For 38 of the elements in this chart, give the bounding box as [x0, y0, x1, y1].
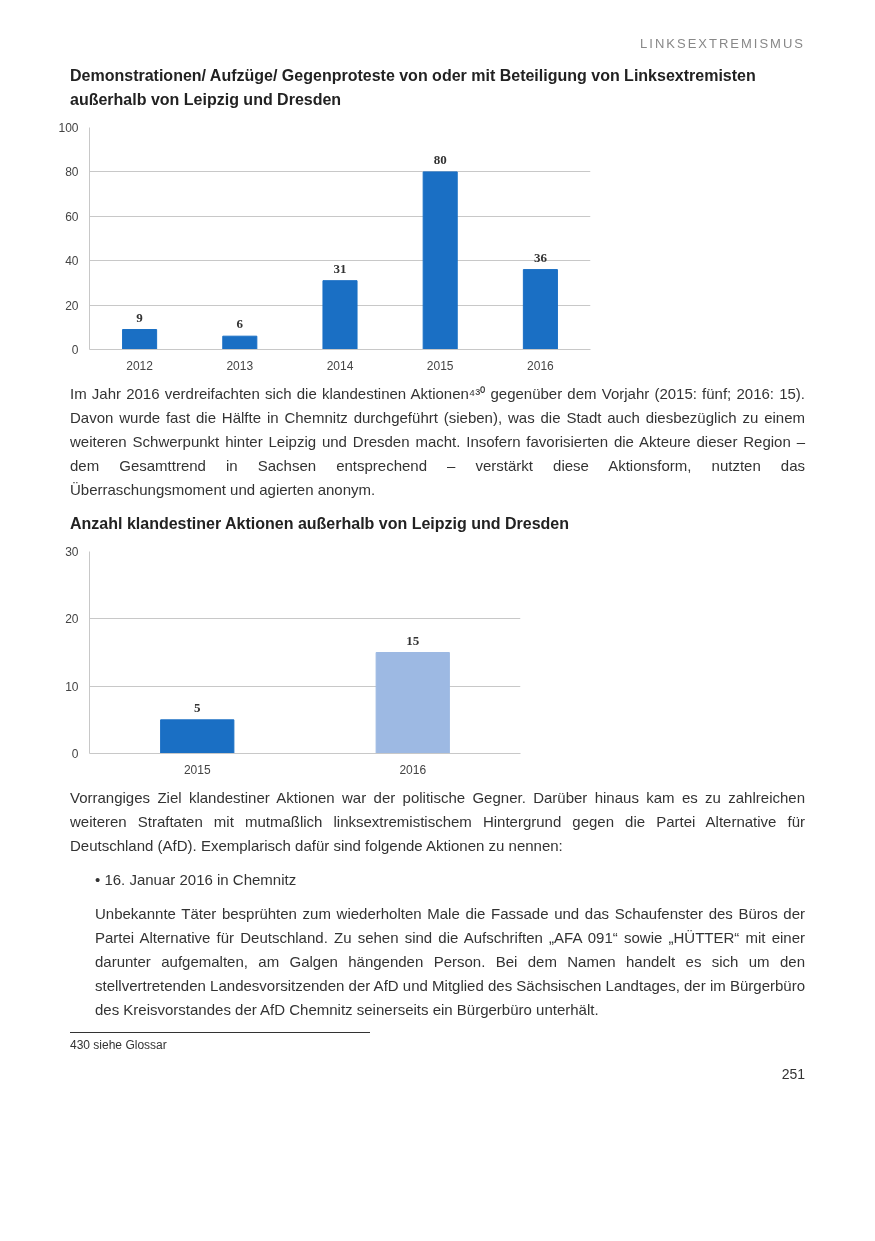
- chart-title: Anzahl klandestiner Aktionen außerhalb von Leipzig und Dresden: [70, 513, 570, 534]
- text: Vorrangiges Ziel klandestiner Aktionen war der politische Gegner. Darüber hinaus kam es zu zahlreichen weiteren Straftaten mit mutmaßlich linksextremistischem Hintergrund gegen die Partei Alternative für Deutschland (AfD). Exemplarisch dafür sind folgende Aktionen zu nennen:: [70, 787, 805, 856]
- chart-title: Demonstrationen/ Aufzüge/ Gegenproteste von oder mit Beteiligung von Linksextremisten außerhalb von Leipzig und Dresden: [70, 65, 757, 110]
- text: LINKSEXTREMISMUS: [640, 35, 805, 53]
- text: Unbekannte Täter besprühten zum wiederholten Male die Fassade und das Schaufenster des Büros der Partei Alternative für Deutschland. Zu sehen sind die Aufschriften „AFA 091“ sowie „HÜTTER“ mit einer darunter aufgemalten, am Galgen hängenden Person. Bei dem Namen handelt es sich um den stellvertretenden Landesvorsitzenden der AfD und Mitglied des Sächsischen Landtages, der im Bürgerbüro des Kreisvorstandes der AfD Chemnitz seinerseits ein Bürgerbüro unterhält.: [95, 903, 805, 1020]
- text: 251: [781, 1064, 805, 1084]
- bar: [322, 279, 358, 350]
- y-tick-label: 60: [65, 209, 79, 224]
- x-tick-label: 2012: [126, 358, 154, 373]
- y-tick-label: 0: [71, 342, 79, 357]
- x-tick-label: 2016: [399, 762, 427, 777]
- x-tick-label: 2014: [326, 358, 354, 373]
- data-label: 31: [333, 260, 347, 276]
- data-label: 80: [433, 151, 447, 167]
- y-tick-label: 20: [65, 298, 79, 313]
- text: Im Jahr 2016 verdreifachten sich die klandestinen Aktionen⁴³⁰ gegenüber dem Vorjahr (2015: fünf; 2016: 15). Davon wurde fast die Hälfte in Chemnitz durchgeführt (sieben), was die Stadt auch diesbezüglich zu einem weiteren Schwerpunkt hinter Leipzig und Dresden macht. Insofern favorisierten die Akteure dieser Region – dem Gesamttrend in Sachsen entsprechend – verstärkt diese Aktionsform, nutzten das Überraschungsmoment und agierten anonym.: [70, 383, 805, 500]
- bar: [122, 328, 158, 350]
- data-label: 9: [136, 309, 144, 325]
- text: 430 siehe Glossar: [70, 1036, 167, 1054]
- x-tick-label: 2016: [527, 358, 555, 373]
- y-tick-label: 40: [65, 253, 79, 268]
- x-tick-label: 2015: [426, 358, 454, 373]
- bar: [222, 335, 258, 350]
- x-tick-label: 2015: [183, 762, 211, 777]
- y-tick-label: 80: [65, 164, 79, 179]
- text: • 16. Januar 2016 in Chemnitz: [95, 869, 297, 890]
- y-tick-label: 10: [65, 679, 79, 694]
- y-tick-label: 100: [58, 120, 79, 135]
- data-label: 6: [236, 315, 244, 331]
- data-label: 15: [406, 632, 420, 648]
- y-tick-label: 0: [71, 746, 79, 761]
- y-tick-label: 30: [65, 544, 79, 559]
- x-tick-label: 2013: [226, 358, 254, 373]
- bar: [522, 268, 558, 350]
- data-label: 36: [533, 249, 548, 265]
- y-tick-label: 20: [65, 611, 79, 626]
- bar: [422, 170, 458, 350]
- data-label: 5: [194, 699, 201, 715]
